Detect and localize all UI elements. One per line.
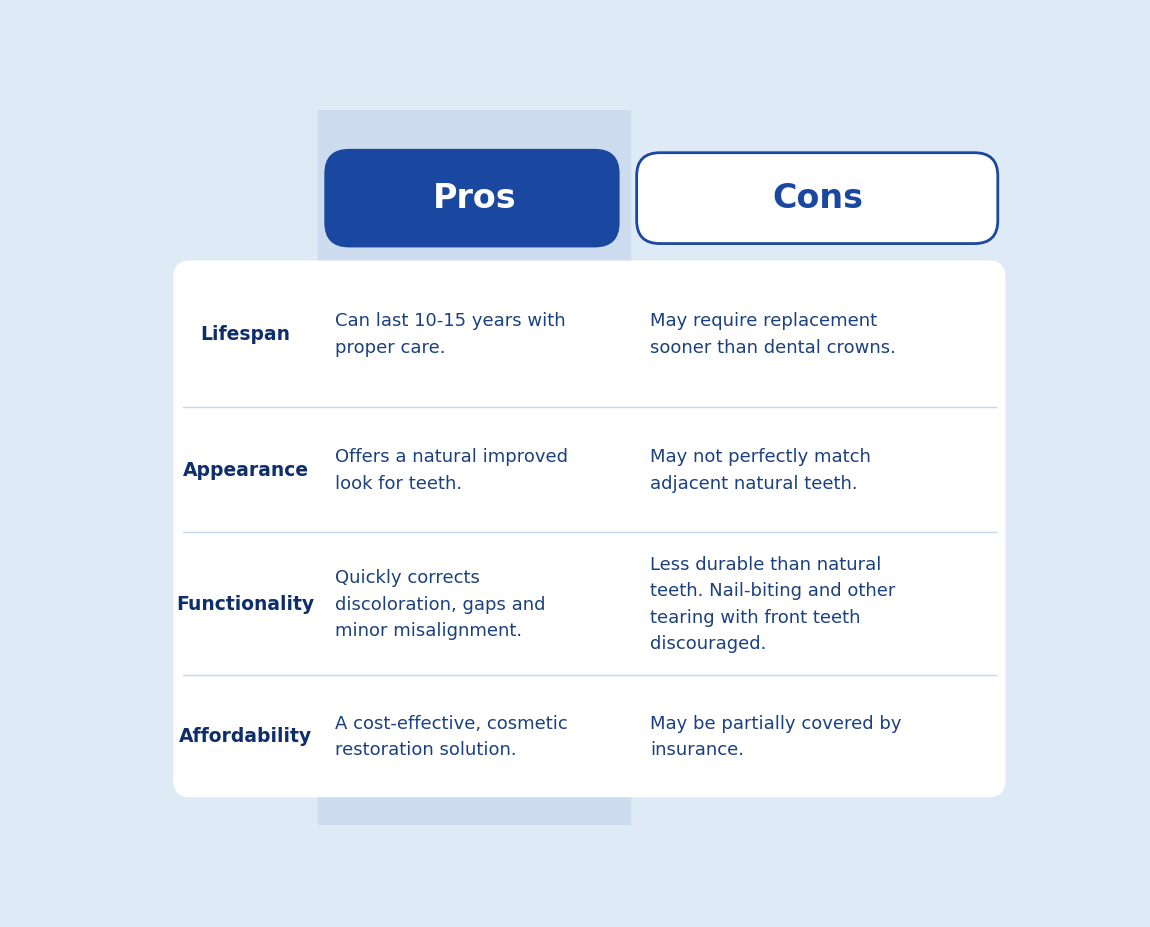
Text: Functionality: Functionality — [177, 594, 315, 614]
Text: Pros: Pros — [432, 182, 516, 215]
FancyBboxPatch shape — [637, 154, 998, 245]
Text: May require replacement
sooner than dental crowns.: May require replacement sooner than dent… — [650, 312, 896, 357]
Text: A cost-effective, cosmetic
restoration solution.: A cost-effective, cosmetic restoration s… — [335, 714, 568, 758]
FancyBboxPatch shape — [174, 261, 1005, 797]
Text: May be partially covered by
insurance.: May be partially covered by insurance. — [650, 714, 902, 758]
Text: Lifespan: Lifespan — [200, 324, 291, 344]
Text: Cons: Cons — [773, 182, 864, 215]
Text: Appearance: Appearance — [183, 461, 308, 479]
Text: May not perfectly match
adjacent natural teeth.: May not perfectly match adjacent natural… — [650, 448, 871, 492]
Text: Offers a natural improved
look for teeth.: Offers a natural improved look for teeth… — [335, 448, 568, 492]
FancyBboxPatch shape — [324, 149, 620, 248]
Bar — [319, 111, 630, 825]
Text: Less durable than natural
teeth. Nail-biting and other
tearing with front teeth
: Less durable than natural teeth. Nail-bi… — [650, 555, 895, 653]
Text: Quickly corrects
discoloration, gaps and
minor misalignment.: Quickly corrects discoloration, gaps and… — [335, 568, 545, 640]
Text: Can last 10-15 years with
proper care.: Can last 10-15 years with proper care. — [335, 312, 566, 357]
Text: Affordability: Affordability — [179, 727, 313, 745]
